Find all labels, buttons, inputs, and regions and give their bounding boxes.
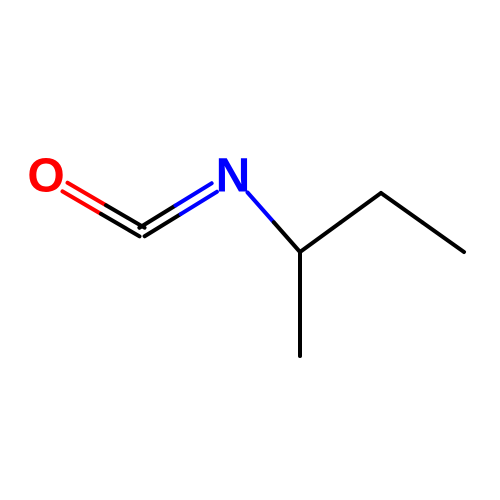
molecule-canvas xyxy=(0,0,500,500)
atom-label-n: N xyxy=(216,149,251,204)
atom-label-o: O xyxy=(27,149,64,204)
